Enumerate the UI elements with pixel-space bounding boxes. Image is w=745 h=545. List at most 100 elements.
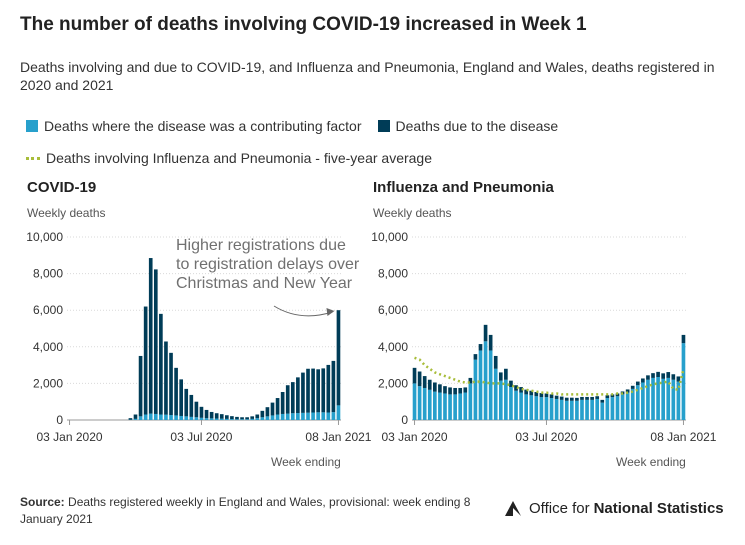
bar-covid-contributing-31	[225, 418, 229, 420]
bar-flu-contributing-25	[539, 397, 544, 420]
bar-flu-contributing-11	[468, 383, 473, 420]
bar-flu-contributing-7	[448, 394, 452, 420]
bar-covid-due-15	[143, 306, 148, 415]
legend-swatch-due	[377, 120, 390, 132]
bar-flu-due-28	[554, 395, 559, 399]
bar-flu-contributing-20	[514, 390, 518, 420]
bar-covid-contributing-39	[265, 416, 270, 420]
ytick-label-flu: 8,000	[378, 267, 408, 281]
xtick-label-flu: 08 Jan 2021	[650, 430, 716, 444]
bar-covid-due-28	[209, 411, 214, 419]
bar-flu-contributing-53	[681, 343, 686, 420]
bar-flu-due-35	[590, 396, 594, 400]
bar-flu-due-17	[498, 372, 503, 381]
bar-flu-due-10	[463, 387, 468, 393]
bar-covid-contributing-50	[321, 412, 326, 420]
bar-covid-contributing-52	[331, 412, 336, 420]
bar-flu-contributing-4	[433, 391, 437, 420]
bar-covid-contributing-26	[199, 417, 204, 420]
legend-swatch-contributing	[26, 120, 38, 132]
bar-covid-due-48	[311, 368, 315, 413]
bar-covid-contributing-19	[164, 414, 168, 420]
bar-flu-contributing-15	[488, 350, 493, 420]
bar-flu-due-4	[433, 382, 437, 392]
bar-flu-due-3	[427, 379, 432, 390]
bar-covid-contributing-53	[336, 405, 341, 420]
xtick-label-covid: 03 Jan 2020	[37, 430, 103, 444]
bar-covid-due-45	[296, 377, 300, 414]
bar-covid-due-51	[326, 364, 331, 413]
bar-covid-contributing-16	[148, 413, 153, 420]
bar-flu-due-46	[646, 375, 650, 380]
bar-flu-contributing-6	[443, 393, 447, 420]
ytick-label-covid: 10,000	[26, 230, 63, 244]
bar-covid-due-26	[199, 406, 204, 418]
legend-average: Deaths involving Influenza and Pneumonia…	[26, 150, 432, 166]
bar-flu-contributing-23	[529, 395, 534, 420]
bar-covid-due-32	[230, 416, 234, 420]
bar-covid-contributing-38	[260, 417, 265, 420]
bar-flu-due-8	[453, 387, 457, 395]
bar-covid-contributing-41	[275, 414, 280, 420]
bar-flu-contributing-33	[580, 399, 584, 420]
legend-bars: Deaths where the disease was a contribut…	[26, 118, 558, 134]
bar-covid-due-13	[133, 414, 138, 419]
bar-flu-due-2	[422, 376, 427, 388]
bar-flu-due-0	[412, 367, 417, 384]
ytick-label-flu: 4,000	[378, 340, 408, 354]
ytick-label-covid: 2,000	[33, 376, 63, 390]
bar-covid-contributing-34	[240, 419, 244, 420]
bar-flu-contributing-16	[493, 368, 498, 420]
bar-covid-contributing-40	[270, 415, 275, 420]
bar-flu-contributing-12	[473, 359, 478, 420]
bar-covid-due-12	[128, 418, 133, 420]
bar-flu-due-50	[666, 372, 671, 378]
bar-covid-due-42	[280, 392, 285, 414]
bar-flu-contributing-3	[427, 389, 432, 420]
bar-covid-due-43	[285, 385, 290, 414]
bar-flu-due-20	[514, 385, 518, 391]
bar-flu-due-16	[493, 355, 498, 369]
bar-flu-due-5	[438, 384, 442, 393]
bar-flu-contributing-28	[554, 398, 559, 420]
ytick-label-flu: 6,000	[378, 303, 408, 317]
bar-flu-due-32	[575, 397, 579, 401]
bar-flu-due-49	[661, 373, 665, 379]
bar-flu-due-45	[641, 378, 645, 383]
bar-covid-contributing-14	[138, 416, 143, 420]
bar-flu-contributing-44	[635, 385, 640, 420]
bar-covid-due-53	[336, 310, 341, 406]
bar-covid-due-33	[235, 416, 239, 420]
bar-covid-contributing-49	[316, 412, 320, 420]
source-text: Deaths registered weekly in England and …	[20, 495, 471, 526]
bar-covid-due-17	[153, 269, 158, 414]
bar-flu-due-36	[595, 396, 600, 399]
bar-flu-contributing-27	[549, 398, 554, 420]
bar-flu-contributing-48	[656, 376, 660, 420]
bar-flu-due-25	[539, 393, 544, 398]
bar-covid-due-30	[219, 414, 224, 419]
bar-flu-due-40	[615, 393, 620, 397]
bar-flu-contributing-31	[570, 400, 574, 420]
bar-covid-due-44	[290, 382, 295, 414]
bar-covid-contributing-48	[311, 412, 315, 420]
bar-covid-contributing-43	[285, 413, 290, 420]
bar-covid-due-34	[240, 417, 244, 420]
bar-flu-contributing-37	[600, 402, 605, 420]
bar-covid-contributing-46	[301, 412, 305, 420]
bar-covid-due-19	[164, 341, 168, 415]
legend-label-due: Deaths due to the disease	[395, 118, 559, 134]
bar-covid-due-18	[159, 313, 163, 415]
bar-flu-contributing-2	[422, 387, 427, 420]
bar-flu-contributing-22	[524, 394, 528, 420]
bar-covid-due-35	[245, 417, 249, 420]
annotation-line-2: Christmas and New Year	[176, 275, 353, 292]
bar-flu-contributing-39	[610, 397, 615, 420]
panel-title-flu: Influenza and Pneumonia	[373, 179, 554, 196]
ons-logo: Office for National Statistics	[503, 498, 724, 518]
bar-covid-contributing-28	[209, 418, 214, 420]
bar-flu-due-31	[570, 397, 574, 401]
bar-flu-contributing-43	[630, 388, 635, 420]
bar-flu-contributing-41	[620, 394, 625, 420]
ons-logo-text: Office for	[529, 499, 590, 517]
